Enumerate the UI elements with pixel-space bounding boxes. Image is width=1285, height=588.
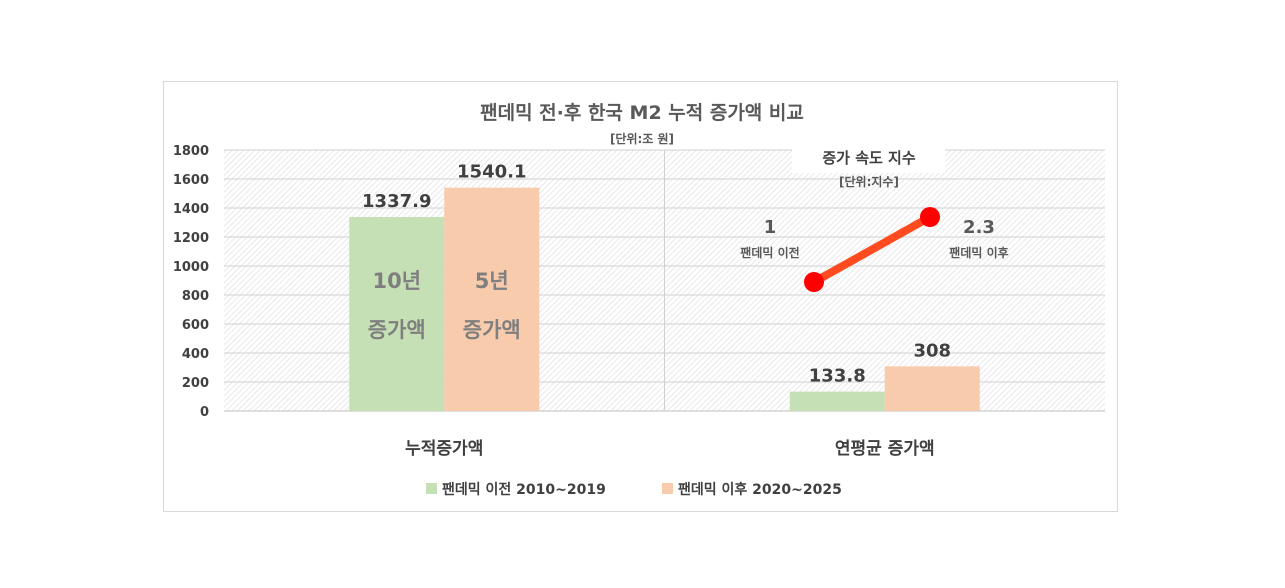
legend-label: 팬데믹 이후 2020~2025 [678,481,842,498]
speed-index-line [810,213,934,286]
y-tick-label: 1400 [173,202,209,217]
speed-index-point [804,272,824,292]
m2-comparison-chart: 팬데믹 전·후 한국 M2 누적 증가액 비교 [단위:조 원] 0 200 400… [173,102,1105,498]
bar [789,391,885,411]
bar-annotation: 10년 [372,269,421,293]
chart-frame: 팬데믹 전·후 한국 M2 누적 증가액 비교 [단위:조 원] 0 200 400… [163,81,1118,512]
speed-index-value: 2.3 [963,217,995,238]
data-label: 1337.9 [362,191,431,212]
legend: 팬데믹 이전 2010~2019 팬데믹 이후 2020~2025 [426,481,842,498]
category-label: 연평균 증가액 [835,439,935,459]
y-tick-label: 1000 [173,260,209,275]
bar-annotation: 5년 [475,269,509,293]
y-tick-label: 0 [200,405,209,420]
data-label: 1540.1 [457,162,526,183]
legend-swatch [426,483,437,494]
bar-annotation: 증가액 [368,318,426,342]
legend-label: 팬데믹 이전 2010~2019 [442,481,606,498]
legend-swatch [662,483,673,494]
chart-title: 팬데믹 전·후 한국 M2 누적 증가액 비교 [480,102,804,124]
category-label: 누적증가액 [405,439,483,459]
inset-unit: [단위:지수] [839,174,899,189]
chart-unit: [단위:조 원] [610,131,674,146]
bar [444,187,540,411]
speed-index-label: 팬데믹 이전 [740,245,799,260]
data-label: 308 [913,340,951,361]
y-axis: 0 200 400 600 800 1000 1200 1400 1600 1800 [173,144,209,420]
speed-index-point [920,207,940,227]
data-label: 133.8 [809,366,866,387]
inset-title: 증가 속도 지수 [822,149,915,167]
y-tick-label: 600 [182,318,209,333]
bar-annotation: 증가액 [463,318,521,342]
x-axis: 누적증가액 연평균 증가액 [405,439,934,459]
y-tick-label: 800 [182,289,209,304]
bar [349,217,445,411]
y-tick-label: 1800 [173,144,209,159]
y-tick-label: 1200 [173,231,209,246]
y-tick-label: 200 [182,376,209,391]
speed-index-label: 팬데믹 이후 [949,245,1008,260]
y-tick-label: 400 [182,347,209,362]
y-tick-label: 1600 [173,173,209,188]
speed-index-value: 1 [764,217,777,238]
bar [884,366,980,411]
inset-title-box [792,143,945,173]
speed-index-inset: 증가 속도 지수 [단위:지수] 1 팬데믹 이전 2.3 팬데믹 이후 [740,143,1009,292]
